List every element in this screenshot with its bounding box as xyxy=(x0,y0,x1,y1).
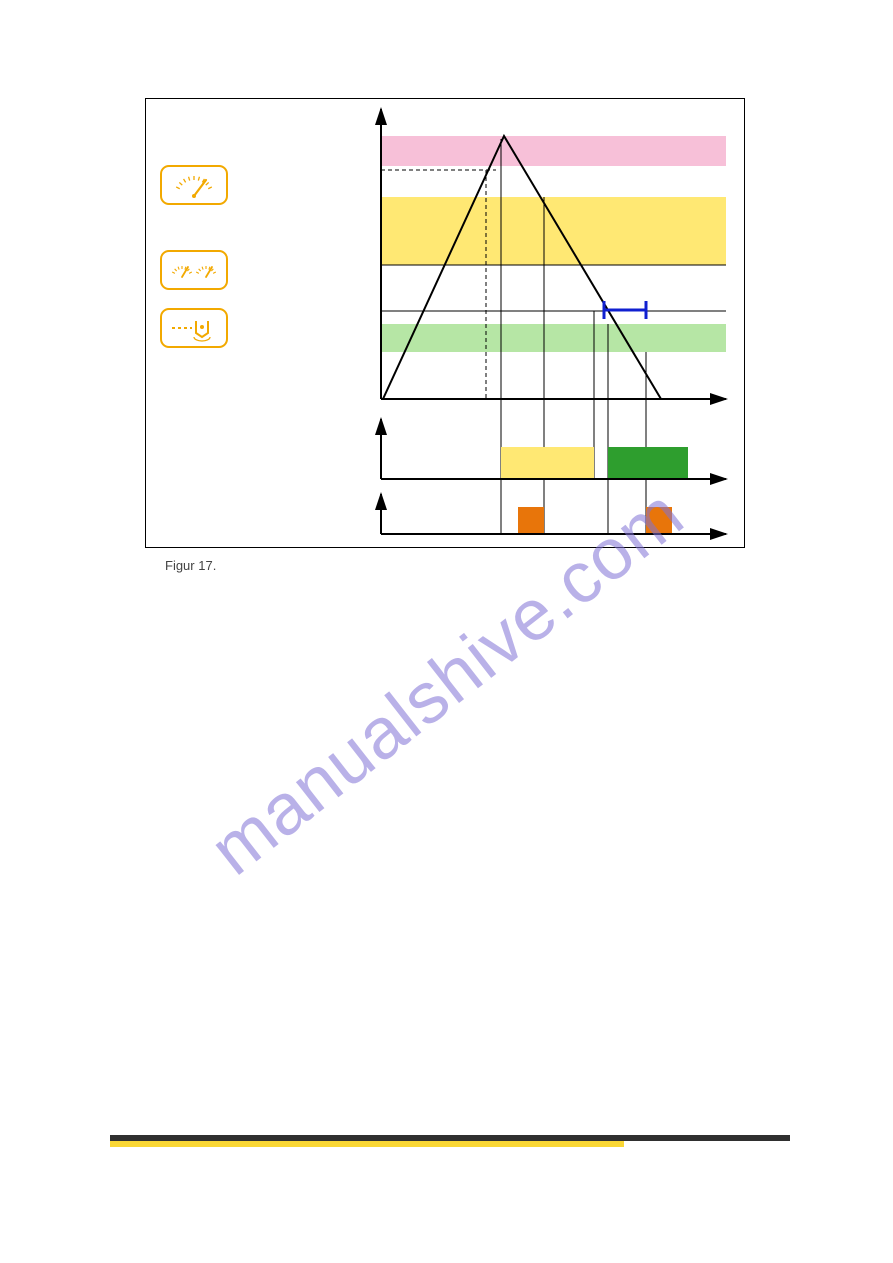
page: Figur 17. manualshive.com xyxy=(0,0,893,1263)
green-band xyxy=(381,324,726,352)
figure-caption: Figur 17. xyxy=(165,558,216,573)
gauge-double-icon xyxy=(160,250,228,290)
mid-bar-yellow xyxy=(501,447,594,479)
gauge-single-icon xyxy=(160,165,228,205)
low-bar-1 xyxy=(518,507,544,534)
triangle-curve xyxy=(383,136,661,399)
low-bar-2 xyxy=(646,507,672,534)
diagram-svg xyxy=(146,99,744,547)
probe-icon xyxy=(160,308,228,348)
pink-band xyxy=(381,136,726,166)
figure-panel xyxy=(145,98,745,548)
yellow-band xyxy=(381,197,726,265)
mid-bar-green xyxy=(608,447,688,479)
footer-accent xyxy=(110,1141,624,1147)
